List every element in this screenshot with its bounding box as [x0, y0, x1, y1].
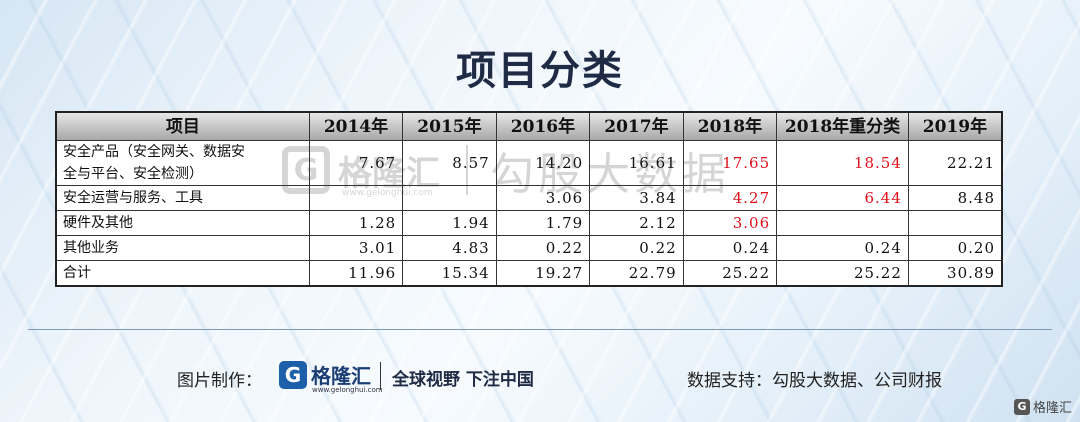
table-cell: 15.34 — [402, 260, 497, 287]
table-cell: 8.48 — [907, 185, 1003, 211]
table-cell: 14.20 — [495, 140, 591, 186]
table-cell: 8.57 — [402, 140, 497, 186]
header-2016: 2016年 — [495, 111, 591, 141]
credit-label: 图片制作： — [177, 371, 262, 391]
table-row: 安全运营与服务、工具 3.06 3.84 4.27 6.44 8.48 — [55, 185, 1003, 211]
table-cell: 3.01 — [308, 235, 404, 261]
page-title: 项目分类 — [456, 48, 624, 94]
table-cell: 19.27 — [495, 260, 591, 287]
row-item-line1: 合计 — [63, 265, 91, 281]
header-2014: 2014年 — [308, 111, 404, 141]
corner-g-logo-icon: G — [1013, 398, 1030, 415]
row-item-line2: 全与平台、安全检测） — [63, 166, 203, 182]
corner-logo-text: 格隆汇 — [1032, 401, 1072, 416]
header-2018: 2018年 — [682, 111, 778, 141]
row-item-line1: 其他业务 — [63, 240, 119, 256]
table-cell: 3.84 — [589, 185, 684, 211]
row-item-name: 硬件及其他 — [55, 210, 310, 236]
table-cell: 0.24 — [682, 235, 778, 261]
table-cell: 7.67 — [308, 140, 404, 186]
table-cell: 3.06 — [682, 210, 778, 236]
footer-divider — [28, 329, 1052, 330]
table-cell: 30.89 — [907, 260, 1003, 287]
logo-url: www.gelonghui.com — [312, 386, 383, 394]
row-item-name: 安全产品（安全网关、数据安 全与平台、安全检测） — [55, 140, 310, 186]
data-source: 数据支持：勾股大数据、公司财报 — [687, 371, 942, 391]
table-row: 其他业务 3.01 4.83 0.22 0.22 0.24 0.24 0.20 — [55, 235, 1003, 261]
footer-separator — [380, 362, 381, 390]
table-cell: 0.20 — [907, 235, 1003, 261]
header-2019: 2019年 — [907, 111, 1003, 141]
g-logo-icon: G — [279, 360, 307, 389]
table-cell: 22.21 — [907, 140, 1003, 186]
table-cell: 11.96 — [308, 260, 404, 287]
table-cell: 22.79 — [589, 260, 684, 287]
table-cell — [907, 210, 1003, 236]
table-cell: 0.22 — [589, 235, 684, 261]
table-cell: 0.22 — [495, 235, 591, 261]
header-2015: 2015年 — [402, 111, 497, 141]
table-cell — [308, 185, 404, 211]
table-cell: 2.12 — [589, 210, 684, 236]
table-cell — [402, 185, 497, 211]
row-item-line1: 硬件及其他 — [63, 215, 133, 231]
footer: 图片制作： G 格隆汇 www.gelonghui.com 全球视野 下注中国 … — [0, 358, 1080, 398]
brand-logo: G 格隆汇 www.gelonghui.com — [279, 360, 383, 394]
header-2017: 2017年 — [589, 111, 684, 141]
table-cell: 6.44 — [776, 185, 909, 211]
row-item-line1: 安全运营与服务、工具 — [63, 190, 203, 206]
row-item-name: 合计 — [55, 260, 310, 287]
table-cell: 1.94 — [402, 210, 497, 236]
table-cell: 4.83 — [402, 235, 497, 261]
classification-table: 项目 2014年 2015年 2016年 2017年 2018年 2018年重分… — [55, 111, 1003, 287]
table-cell: 25.22 — [682, 260, 778, 287]
table-cell: 18.54 — [776, 140, 909, 186]
row-item-name: 其他业务 — [55, 235, 310, 261]
table-cell: 0.24 — [776, 235, 909, 261]
table-cell: 3.06 — [495, 185, 591, 211]
logo-text: 格隆汇 — [311, 364, 371, 388]
table-header-row: 项目 2014年 2015年 2016年 2017年 2018年 2018年重分… — [55, 111, 1003, 141]
header-2018-reclassified: 2018年重分类 — [776, 111, 909, 141]
table-row: 合计 11.96 15.34 19.27 22.79 25.22 25.22 30.89 — [55, 260, 1003, 287]
table-cell: 17.65 — [682, 140, 778, 186]
row-item-line1: 安全产品（安全网关、数据安 — [63, 144, 245, 160]
table-cell — [776, 210, 909, 236]
slogan: 全球视野 下注中国 — [392, 370, 534, 390]
table-row: 硬件及其他 1.28 1.94 1.79 2.12 3.06 — [55, 210, 1003, 236]
header-item: 项目 — [55, 111, 310, 141]
table-cell: 4.27 — [682, 185, 778, 211]
table-cell: 1.79 — [495, 210, 591, 236]
table-cell: 25.22 — [776, 260, 909, 287]
table-row: 安全产品（安全网关、数据安 全与平台、安全检测） 7.67 8.57 14.20 16.6… — [55, 140, 1003, 186]
table-cell: 16.61 — [589, 140, 684, 186]
table-cell: 1.28 — [308, 210, 404, 236]
row-item-name: 安全运营与服务、工具 — [55, 185, 310, 211]
corner-logo: G 格隆汇 — [1013, 397, 1072, 416]
